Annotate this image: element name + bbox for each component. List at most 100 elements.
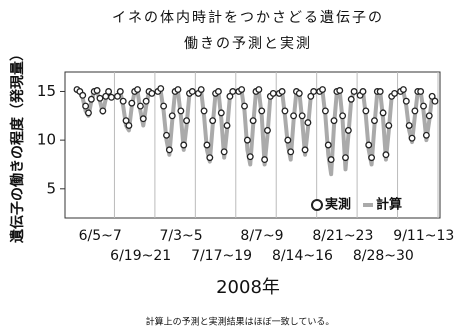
observed-point: [223, 122, 231, 129]
legend-marker: [311, 199, 323, 211]
observed-point: [391, 89, 399, 97]
observed-point: [382, 151, 390, 159]
x-tick-label: 6/5~7: [79, 228, 122, 244]
observed-point: [180, 141, 188, 149]
observed-point: [220, 148, 228, 156]
observed-point: [420, 102, 427, 110]
observed-point: [368, 154, 376, 162]
observed-point: [264, 126, 271, 134]
observed-point: [269, 89, 277, 97]
observed-point: [362, 107, 370, 115]
observed-point: [134, 86, 141, 93]
observed-point: [339, 112, 347, 120]
observed-point: [125, 122, 133, 129]
x-tick-label: 7/17~19: [191, 248, 252, 264]
observed-point: [165, 146, 173, 154]
observed-point: [183, 117, 191, 125]
observed-point: [200, 107, 208, 115]
observed-point: [203, 141, 211, 149]
observed-point: [229, 88, 237, 95]
observed-point: [290, 112, 298, 120]
chart-title: 働きの予測と実測: [184, 36, 312, 52]
observed-point: [287, 148, 295, 156]
observed-point: [281, 107, 289, 115]
observed-point: [148, 89, 156, 97]
observed-point: [243, 136, 251, 144]
observed-point: [241, 102, 248, 110]
observed-point: [307, 92, 315, 100]
observed-point: [87, 95, 95, 103]
observed-point: [365, 141, 373, 149]
observed-point: [188, 88, 196, 95]
observed-point: [113, 92, 121, 100]
x-tick-label: 8/14~16: [272, 248, 333, 264]
observed-point: [255, 86, 263, 93]
observed-point: [425, 112, 433, 120]
chart-title: イネの体内時計をつかさどる遺伝子の: [112, 10, 384, 26]
observed-point: [278, 88, 286, 95]
observed-point: [139, 115, 147, 123]
observed-point: [327, 156, 335, 164]
observed-point: [105, 88, 113, 95]
observed-point: [347, 95, 355, 103]
observed-point: [119, 97, 127, 105]
observed-point: [408, 134, 416, 142]
x-tick-label: 9/11~13: [393, 228, 454, 244]
observed-point: [301, 146, 309, 154]
observed-point: [258, 107, 266, 115]
observed-point: [209, 117, 217, 125]
observed-point: [336, 87, 344, 94]
observed-point: [428, 92, 436, 100]
observed-point: [168, 112, 176, 120]
legend-label: 実測: [325, 197, 351, 213]
observed-point: [238, 86, 246, 93]
observed-point: [122, 117, 130, 125]
observed-point: [417, 88, 425, 95]
observed-point: [385, 122, 393, 129]
observed-point: [99, 107, 107, 115]
observed-point: [324, 141, 332, 149]
observed-point: [160, 102, 168, 110]
observed-point: [128, 99, 136, 107]
observed-point: [249, 117, 257, 125]
observed-point: [376, 88, 384, 95]
observed-point: [399, 86, 407, 93]
observed-point: [330, 117, 338, 125]
y-axis-label: 遺伝子の働きの程度（発現量）: [9, 47, 26, 243]
observed-point: [177, 107, 185, 115]
observed-point: [371, 117, 378, 125]
observed-point: [163, 131, 170, 139]
observed-point: [304, 119, 312, 127]
observed-point: [116, 88, 124, 95]
observed-point: [136, 102, 144, 110]
observed-point: [321, 107, 329, 115]
observed-point: [284, 136, 292, 144]
observed-point: [93, 87, 101, 94]
computed-line: [116, 89, 154, 133]
observed-point: [82, 102, 90, 110]
observed-point: [344, 126, 352, 134]
observed-point: [431, 97, 439, 105]
observed-point: [217, 109, 225, 117]
observed-point: [96, 94, 104, 102]
observed-point: [342, 154, 349, 162]
observed-point: [197, 86, 205, 93]
observed-point: [107, 93, 115, 101]
observed-point: [214, 88, 222, 95]
y-tick-label: 15: [37, 82, 56, 100]
observed-point: [411, 107, 419, 115]
x-tick-label: 8/7~9: [240, 228, 283, 244]
x-tick-label: 7/3~5: [160, 228, 203, 244]
y-tick-label: 10: [37, 131, 56, 149]
observed-point: [85, 109, 92, 117]
observed-point: [174, 86, 182, 93]
y-tick-label: 5: [46, 179, 56, 197]
observed-point: [206, 154, 214, 162]
x-tick-label: 8/21~23: [312, 228, 373, 244]
observed-point: [379, 109, 387, 117]
legend-label: 計算: [376, 197, 402, 213]
observed-point: [295, 89, 303, 97]
observed-point: [298, 112, 306, 120]
x-tick-label: 6/19~21: [110, 248, 171, 264]
